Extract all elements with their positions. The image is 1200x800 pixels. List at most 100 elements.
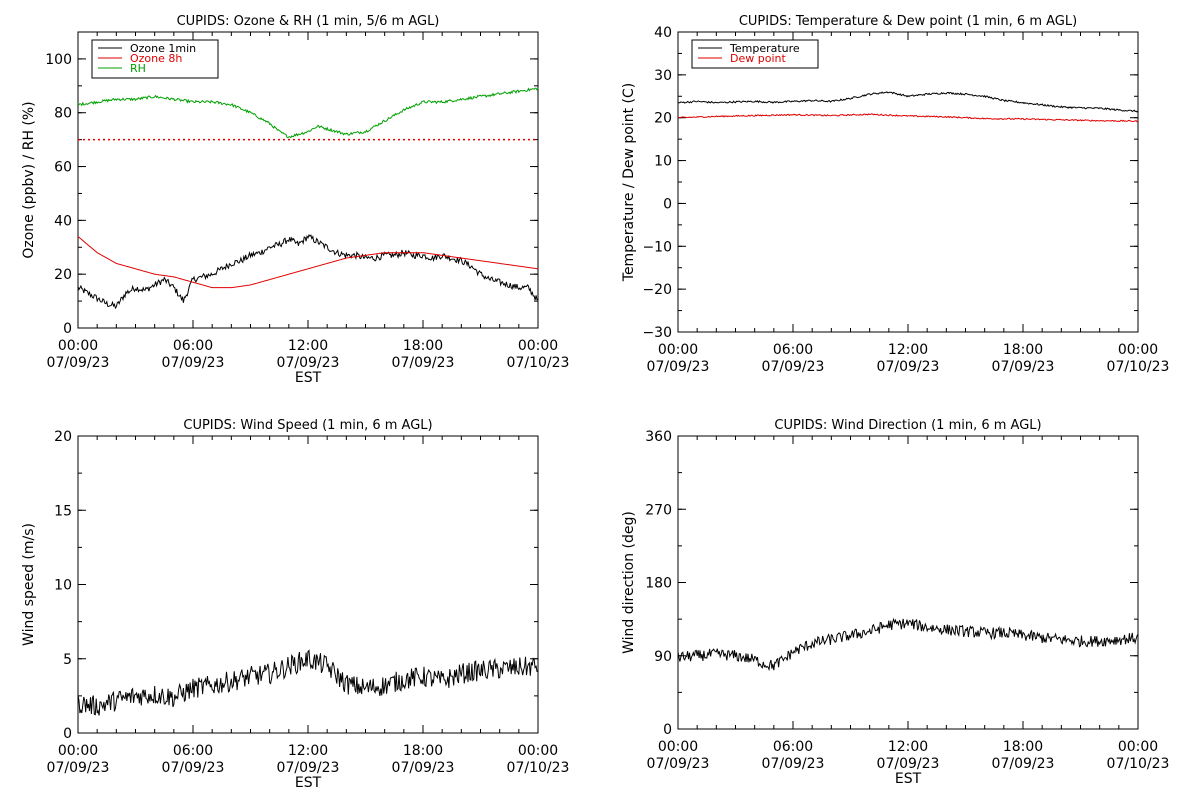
x-tick-time: 00:00 — [1118, 739, 1158, 755]
x-tick-date: 07/09/23 — [762, 756, 825, 772]
y-axis-label: Wind speed (m/s) — [21, 523, 37, 646]
x-tick-date: 07/09/23 — [392, 355, 455, 371]
legend-box — [91, 39, 219, 79]
chart-panel-1: CUPIDS: Ozone & RH (1 min, 5/6 m AGL) 0 20… — [21, 14, 569, 386]
y-tick-label: 80 — [54, 106, 72, 122]
plot-frame — [677, 435, 1139, 730]
x-tick-date: 07/09/23 — [992, 359, 1055, 375]
series-line-ozone-8h — [77, 236, 539, 289]
y-tick-label: 180 — [645, 576, 672, 592]
x-tick-time: 06:00 — [173, 743, 213, 759]
x-tick-date: 07/09/23 — [162, 760, 225, 776]
chart-title: CUPIDS: Temperature & Dew point (1 min, … — [739, 14, 1077, 29]
x-tick-date: 07/10/23 — [507, 760, 570, 776]
x-tick-date: 07/09/23 — [877, 756, 940, 772]
legend-entry: Dew point — [730, 52, 786, 65]
y-tick-label: −10 — [642, 239, 672, 255]
x-tick-time: 18:00 — [1003, 739, 1043, 755]
x-tick-date: 07/09/23 — [647, 756, 710, 772]
legend-entry: Temperature — [729, 42, 800, 55]
x-tick-time: 18:00 — [1003, 342, 1043, 358]
legend-entry: Ozone 8h — [130, 52, 182, 65]
legend-entry: Ozone 1min — [130, 42, 196, 55]
legend-entry: RH — [130, 62, 146, 75]
x-tick-time: 06:00 — [173, 338, 213, 354]
y-tick-label: 270 — [645, 502, 672, 518]
y-tick-label: 20 — [54, 267, 72, 283]
y-tick-label: 0 — [63, 726, 72, 742]
y-tick-label: 20 — [54, 429, 72, 445]
y-tick-label: 90 — [654, 649, 672, 665]
y-tick-label: 0 — [63, 321, 72, 337]
x-tick-date: 07/10/23 — [1107, 359, 1170, 375]
x-tick-time: 00:00 — [1118, 342, 1158, 358]
y-tick-label: 5 — [63, 652, 72, 668]
series-line-series-1 — [677, 617, 1139, 672]
y-tick-label: 360 — [645, 429, 672, 445]
x-axis-label: EST — [295, 370, 322, 386]
plot-frame — [77, 435, 539, 734]
legend-box — [691, 39, 819, 69]
chart-title: CUPIDS: Ozone & RH (1 min, 5/6 m AGL) — [177, 14, 440, 29]
y-axis-label: Wind direction (deg) — [621, 511, 637, 654]
chart-title: CUPIDS: Wind Speed (1 min, 6 m AGL) — [183, 418, 432, 433]
x-tick-time: 18:00 — [403, 338, 443, 354]
x-tick-date: 07/09/23 — [992, 756, 1055, 772]
series-line-dew-point — [678, 113, 1139, 123]
x-tick-date: 07/09/23 — [277, 760, 340, 776]
y-axis-label: Ozone (ppbv) / RH (%) — [21, 101, 37, 258]
y-tick-label: 100 — [45, 52, 72, 68]
y-tick-label: 30 — [654, 68, 672, 84]
x-tick-date: 07/09/23 — [47, 760, 110, 776]
x-tick-time: 00:00 — [518, 743, 558, 759]
x-tick-time: 12:00 — [288, 338, 328, 354]
y-tick-label: 40 — [54, 213, 72, 229]
y-axis-label: Temperature / Dew point (C) — [621, 83, 637, 282]
plot-frame — [677, 31, 1139, 333]
x-tick-date: 07/10/23 — [1107, 756, 1170, 772]
x-tick-date: 07/09/23 — [647, 359, 710, 375]
x-tick-date: 07/09/23 — [47, 355, 110, 371]
x-tick-date: 07/10/23 — [507, 355, 570, 371]
y-tick-label: 60 — [54, 160, 72, 176]
y-tick-label: −30 — [642, 325, 672, 341]
y-tick-label: −20 — [642, 282, 672, 298]
x-axis-label: EST — [895, 771, 922, 787]
x-tick-time: 00:00 — [58, 743, 98, 759]
y-tick-label: 15 — [54, 503, 72, 519]
series-line-temperature — [677, 91, 1139, 113]
x-tick-time: 18:00 — [403, 743, 443, 759]
chart-title: CUPIDS: Wind Direction (1 min, 6 m AGL) — [774, 418, 1041, 433]
y-tick-label: 10 — [54, 578, 72, 594]
x-tick-date: 07/09/23 — [277, 355, 340, 371]
series-line-series-1 — [77, 649, 539, 716]
y-tick-label: 40 — [654, 25, 672, 41]
y-tick-label: 20 — [654, 111, 672, 127]
x-axis-label: EST — [295, 775, 322, 791]
x-tick-time: 06:00 — [773, 342, 813, 358]
x-tick-time: 12:00 — [888, 739, 928, 755]
y-tick-label: 10 — [654, 154, 672, 170]
chart-panel-3: CUPIDS: Wind Speed (1 min, 6 m AGL) 0 5 10 1… — [21, 418, 569, 791]
x-tick-time: 00:00 — [658, 342, 698, 358]
chart-panel-4: CUPIDS: Wind Direction (1 min, 6 m AGL) 0… — [621, 418, 1169, 787]
x-tick-time: 00:00 — [658, 739, 698, 755]
x-tick-time: 00:00 — [518, 338, 558, 354]
x-tick-date: 07/09/23 — [162, 355, 225, 371]
x-tick-date: 07/09/23 — [392, 760, 455, 776]
x-tick-date: 07/09/23 — [877, 359, 940, 375]
x-tick-date: 07/09/23 — [762, 359, 825, 375]
y-tick-label: 0 — [663, 196, 672, 212]
x-tick-time: 12:00 — [288, 743, 328, 759]
series-line-rh — [77, 87, 539, 139]
x-tick-time: 00:00 — [58, 338, 98, 354]
x-tick-time: 12:00 — [888, 342, 928, 358]
chart-panel-2: CUPIDS: Temperature & Dew point (1 min, … — [621, 14, 1169, 375]
y-tick-label: 0 — [663, 722, 672, 738]
series-line-ozone-1min — [77, 233, 539, 310]
x-tick-time: 06:00 — [773, 739, 813, 755]
